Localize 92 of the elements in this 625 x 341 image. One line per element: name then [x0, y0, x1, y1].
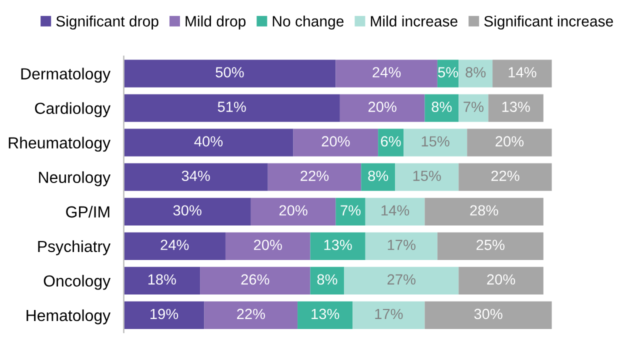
bar: [458, 94, 488, 122]
legend-label: Significant increase: [484, 16, 613, 30]
data-label: 40%: [194, 136, 223, 146]
bar: [124, 163, 268, 191]
bar: [268, 163, 362, 191]
data-label: 22%: [491, 170, 520, 181]
bar: [488, 94, 544, 122]
bar: [310, 232, 366, 260]
bar: [200, 266, 310, 294]
data-label: 27%: [388, 274, 416, 285]
data-label: 22%: [237, 308, 265, 320]
bar: [336, 198, 366, 226]
bar: [458, 163, 552, 191]
legend-label: Significant drop: [56, 16, 158, 30]
bar: [395, 163, 459, 191]
data-label: 24%: [160, 240, 189, 250]
data-label: 8%: [432, 102, 452, 112]
bar: [424, 94, 459, 122]
data-label: 19%: [150, 308, 178, 320]
bar: [124, 128, 294, 156]
bar: [458, 266, 544, 294]
y-tick-label: GP/IM: [66, 206, 110, 218]
data-label: 18%: [148, 274, 176, 285]
data-label: 8%: [317, 274, 338, 285]
data-label: 7%: [340, 205, 361, 216]
data-label: 20%: [279, 205, 308, 216]
bar: [204, 301, 298, 330]
y-tick-label: Psychiatry: [38, 240, 111, 256]
legend-label: Mild increase: [370, 16, 458, 27]
data-label: 17%: [375, 308, 403, 320]
data-label: 30%: [474, 308, 502, 320]
bar: [124, 301, 204, 330]
data-label: 8%: [466, 67, 486, 78]
bar: [365, 198, 425, 226]
bar: [124, 198, 251, 226]
y-tick-label: Oncology: [44, 274, 111, 290]
data-label: 14%: [382, 205, 410, 216]
data-label: 13%: [324, 240, 352, 250]
data-label: 34%: [182, 170, 210, 182]
data-label: 13%: [502, 102, 530, 112]
data-label: 17%: [388, 240, 416, 250]
data-label: 20%: [322, 136, 350, 146]
bar: [225, 232, 310, 260]
data-label: 15%: [413, 170, 441, 182]
data-label: 7%: [464, 102, 484, 112]
legend-label: Mild drop: [186, 16, 246, 30]
bar: [293, 128, 378, 156]
bar: [437, 232, 544, 260]
bar: [250, 198, 336, 226]
bar: [467, 128, 552, 156]
data-label: 50%: [216, 67, 244, 78]
data-label: 20%: [254, 240, 282, 250]
y-tick-label: Cardiology: [35, 102, 111, 118]
bar: [336, 60, 438, 88]
data-label: 5%: [438, 67, 458, 78]
y-tick-label: Dermatology: [21, 68, 111, 83]
y-tick-label: Hematology: [26, 309, 111, 324]
data-label: 22%: [300, 170, 329, 181]
bar: [340, 94, 425, 122]
data-label: 8%: [368, 170, 388, 182]
data-label: 26%: [241, 274, 270, 285]
bar: [492, 60, 552, 88]
bar: [124, 60, 336, 88]
bar: [365, 232, 438, 260]
bar: [378, 128, 404, 156]
bar: [124, 94, 340, 122]
data-label: 28%: [470, 205, 498, 216]
data-label: 25%: [476, 240, 504, 250]
bar: [424, 301, 552, 330]
y-tick-label: Neurology: [39, 171, 111, 186]
bar: [124, 266, 200, 294]
bar: [352, 301, 425, 330]
data-label: 24%: [372, 67, 401, 78]
bar: [344, 266, 459, 294]
bar: [404, 128, 468, 156]
data-label: 20%: [496, 136, 524, 146]
data-label: 30%: [173, 205, 202, 216]
data-label: 51%: [218, 102, 246, 112]
bar: [458, 60, 493, 88]
bar: [298, 301, 353, 330]
data-label: 20%: [368, 102, 396, 112]
data-label: 15%: [422, 136, 450, 146]
data-label: 13%: [312, 308, 340, 320]
bar: [424, 198, 544, 226]
bar: [124, 232, 226, 260]
bar: [310, 266, 344, 294]
data-label: 20%: [487, 274, 516, 285]
y-tick-label: Rheumatology: [8, 136, 111, 152]
legend-label: No change: [272, 16, 344, 30]
data-label: 6%: [381, 136, 401, 146]
bar: [361, 163, 396, 191]
data-label: 14%: [508, 67, 536, 78]
